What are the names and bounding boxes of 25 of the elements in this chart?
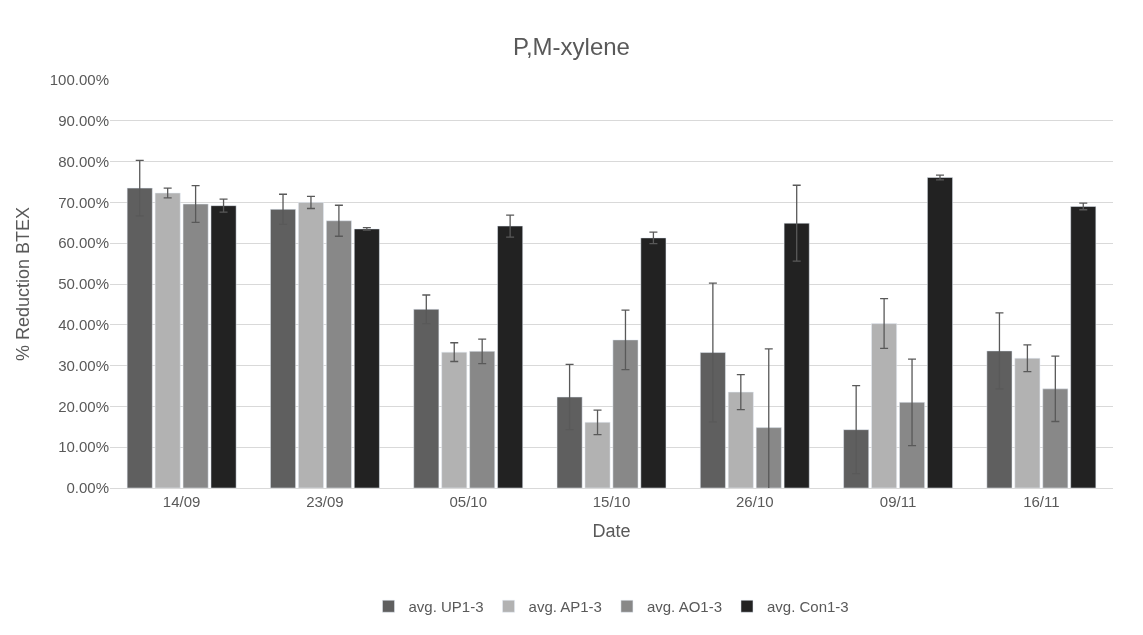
y-tick-label: 70.00% [58,193,109,211]
y-tick-label: 60.00% [58,234,109,252]
x-tick-label: 05/10 [449,493,487,510]
y-tick-label: 30.00% [58,356,109,374]
y-tick-label: 0.00% [66,479,109,497]
x-tick-label: 09/11 [879,493,917,510]
x-tick-label: 15/10 [592,493,631,510]
y-tick-label: 40.00% [58,316,109,334]
legend-label: avg. Con1-3 [766,598,849,616]
x-tick-label: 23/09 [306,493,344,510]
x-axis-title: Date [592,521,631,542]
legend-label: avg. UP1-3 [408,598,484,616]
y-axis-title: % Reduction BTEX [12,206,33,362]
legend-label: avg. AP1-3 [528,598,602,616]
y-tick-label: 90.00% [58,112,109,130]
y-tick-label: 10.00% [58,438,109,456]
chart-title: P,M-xylene [513,32,630,60]
x-tick-label: 16/11 [1023,493,1060,510]
x-tick-label: 14/09 [162,493,201,510]
y-tick-label: 100.00% [49,71,109,89]
y-tick-label: 80.00% [58,152,109,170]
y-tick-label: 50.00% [58,275,109,293]
y-tick-label: 20.00% [58,397,109,415]
x-tick-label: 26/10 [736,493,774,510]
legend-label: avg. AO1-3 [646,598,722,616]
